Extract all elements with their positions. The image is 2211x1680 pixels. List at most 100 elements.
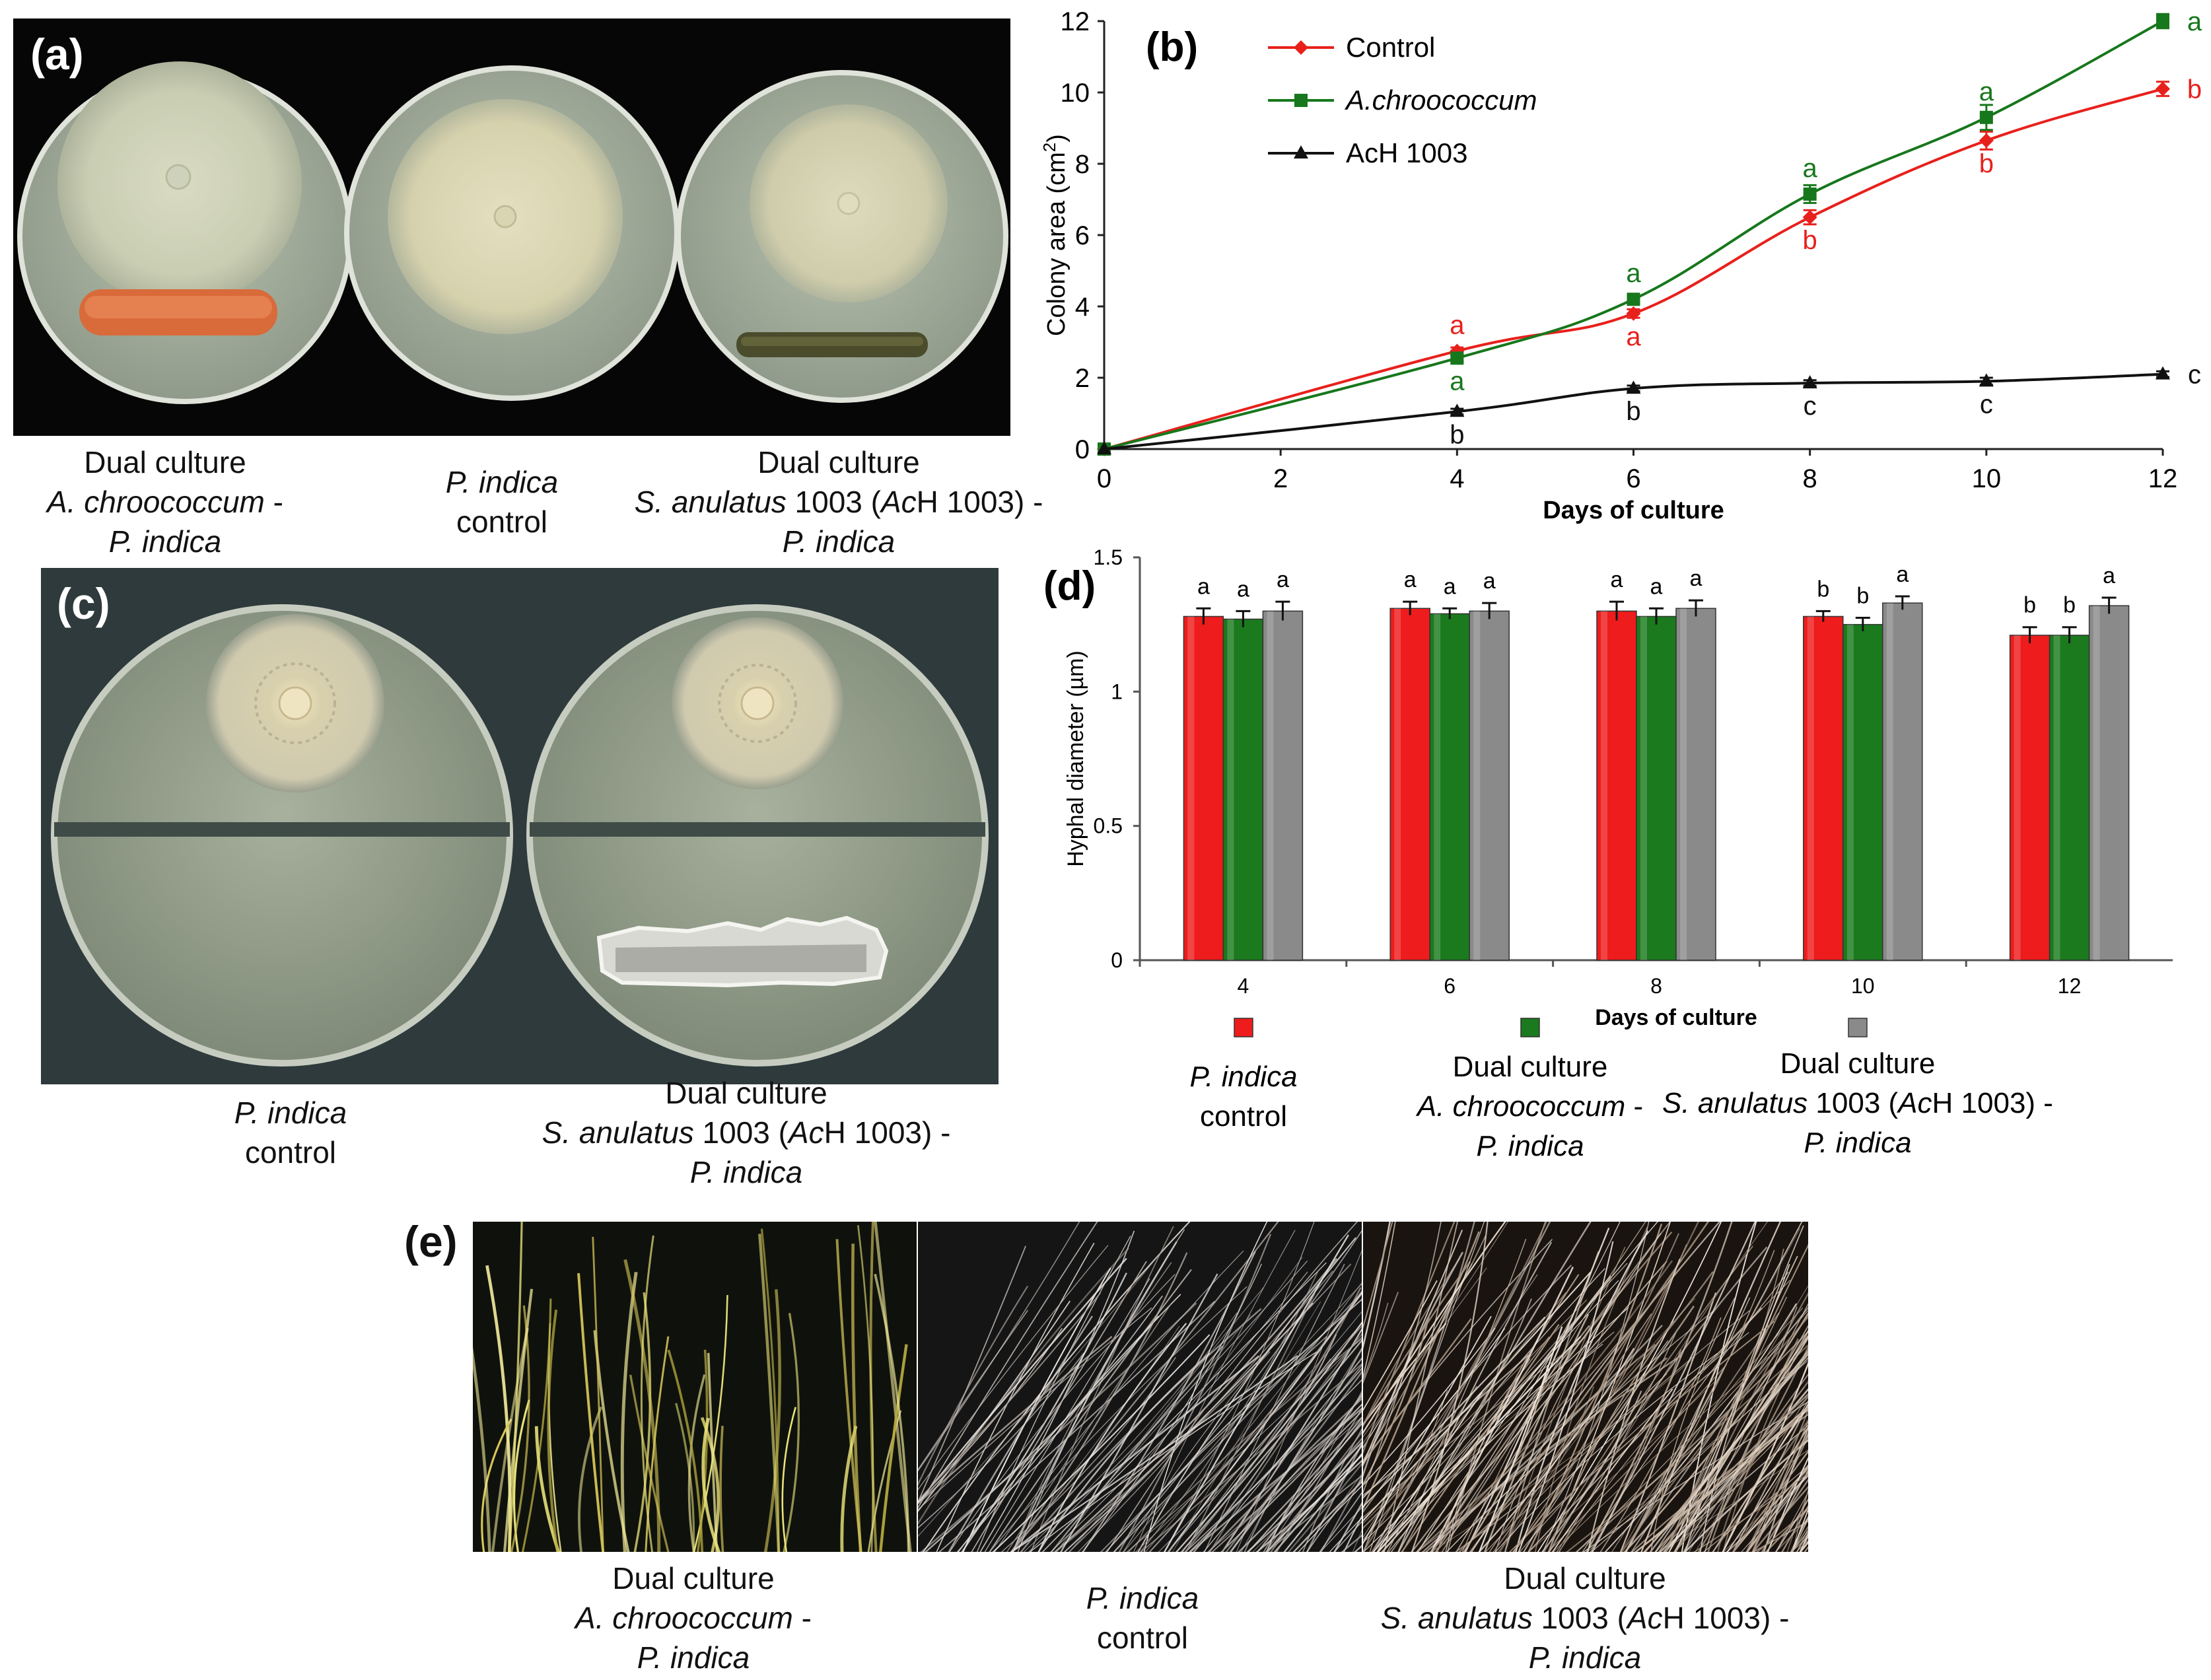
hypha-strand <box>1363 1315 1492 1545</box>
hypha-strand <box>1756 1508 1808 1552</box>
panel-a-caption-3: Dual culture S. anulatus 1003 (AcH 1003) … <box>608 442 1070 561</box>
hypha-strand <box>1586 1222 1733 1552</box>
y-tick-label: 1.5 <box>1094 548 1123 569</box>
hypha-strand <box>1363 1236 1487 1462</box>
significance-letter: a <box>2187 7 2202 36</box>
hypha-strand <box>1621 1315 1808 1552</box>
hypha-strand <box>1683 1439 1808 1552</box>
hypha-strand <box>1523 1340 1669 1552</box>
hypha-strand <box>1363 1222 1547 1552</box>
panel-e-caption-2-text: P. indica <box>1086 1581 1199 1615</box>
hypha-strand <box>1333 1502 1362 1552</box>
hypha-strand <box>1273 1444 1362 1552</box>
hypha-strand <box>918 1310 1029 1471</box>
panel-e-caption-1-text: P. indica <box>637 1640 750 1675</box>
x-tick-label: 6 <box>1626 464 1640 493</box>
hypha-strand <box>1037 1323 1187 1552</box>
hypha-strand <box>485 1265 512 1552</box>
hypha-strand <box>851 1243 862 1552</box>
hypha-strand <box>1746 1464 1808 1552</box>
bar-highlight <box>1394 608 1401 960</box>
bar <box>1843 623 1883 961</box>
hypha-strand <box>1082 1251 1256 1552</box>
hypha-strand <box>918 1249 1164 1537</box>
bar <box>1596 610 1637 961</box>
significance-letter: b <box>2063 593 2076 618</box>
hypha-strand <box>1699 1255 1798 1552</box>
panel-e-caption-3-text: 1003 ( <box>1532 1601 1627 1635</box>
hypha-strand <box>1244 1364 1362 1552</box>
hypha-strand <box>1575 1331 1808 1552</box>
hypha-strand <box>1252 1441 1362 1552</box>
bar-group: a <box>1222 577 1264 961</box>
significance-letter: a <box>1803 154 1818 183</box>
panel-e-caption-1-text: - <box>792 1601 812 1635</box>
y-tick-label: 0 <box>1075 435 1090 464</box>
significance-letter: a <box>1611 567 1623 592</box>
panel-a-caption-3-text: S. anulatus <box>634 485 787 519</box>
legend-label: A.chroococcum <box>1344 85 1537 116</box>
panel-a-caption-1: Dual culture A. chroococcum - P. indica <box>20 442 310 561</box>
hypha-strand <box>1363 1307 1629 1552</box>
bar <box>2088 605 2130 961</box>
hypha-strand <box>1373 1268 1605 1552</box>
hypha-strand <box>840 1425 858 1552</box>
hypha-strand <box>1528 1381 1716 1552</box>
bar-group: a <box>1675 566 1716 961</box>
panel-a-caption-1-text: P. indica <box>108 524 222 559</box>
significance-letter: b <box>2023 593 2036 618</box>
hypha-strand <box>1675 1409 1808 1552</box>
legend-entry: P. indica control <box>1189 1018 1298 1133</box>
hypha-strand <box>1010 1355 1259 1552</box>
panel-c-caption-2-text: Dual culture <box>665 1076 827 1110</box>
legend-label-part: S. anulatus <box>1662 1087 1807 1119</box>
hypha-strand <box>1363 1222 1509 1444</box>
hypha-strand <box>675 1403 695 1552</box>
panel-d: (d) 0 0.5 1 1.5 Hyphal diameter (µm) 4 a a a 6 a a a 8… <box>1030 545 2211 1182</box>
hypha-strand <box>1010 1325 1180 1552</box>
hypha-strand <box>1591 1222 1756 1552</box>
bar-group: a <box>1183 574 1224 961</box>
hypha-strand <box>592 1236 604 1552</box>
hypha-strand <box>949 1274 1176 1552</box>
hypha-strand <box>1733 1431 1808 1552</box>
hypha-strand <box>1469 1222 1710 1552</box>
panel-e-caption-3-line: Dual culture <box>1354 1558 1816 1598</box>
data-point <box>1097 441 1111 454</box>
hypha-strand <box>758 1234 781 1552</box>
significance-letter: b <box>1803 226 1817 255</box>
panel-e-caption-1-line: P. indica <box>548 1638 839 1677</box>
hypha-strand <box>1265 1454 1362 1552</box>
panel-e-caption-1-line: Dual culture <box>548 1558 839 1598</box>
hypha-strand <box>923 1222 1191 1552</box>
dish-a-center <box>344 65 680 401</box>
x-tick-label: 12 <box>2148 464 2178 493</box>
hypha-strand <box>1447 1222 1547 1552</box>
hypha-strand <box>1010 1355 1298 1552</box>
hypha-strand <box>1363 1327 1496 1487</box>
significance-letter: a <box>1483 569 1496 594</box>
hypha-strand <box>1378 1263 1628 1552</box>
x-tick-label: 10 <box>1972 464 2002 493</box>
hypha-strand <box>1745 1408 1808 1552</box>
hypha-strand <box>620 1271 638 1552</box>
x-axis-title: Days of culture <box>1595 1005 1757 1030</box>
legend-marker <box>1294 145 1308 158</box>
panel-d-label: (d) <box>1043 563 1096 609</box>
data-point <box>2156 15 2169 28</box>
hypha-strand <box>1369 1222 1485 1552</box>
panel-b-label: (b) <box>1146 24 1198 70</box>
panel-e-caption-3-line: S. anulatus 1003 (AcH 1003) - <box>1354 1598 1816 1638</box>
hypha-strand <box>1012 1262 1172 1552</box>
legend-entry: Dual culture S. anulatus 1003 (AcH 1003) … <box>1662 1018 2053 1159</box>
hypha-strand <box>1752 1486 1808 1552</box>
hypha-strand <box>1504 1246 1626 1552</box>
significance-letter: a <box>1690 566 1702 591</box>
hypha-strand <box>1775 1498 1808 1552</box>
panel-c-caption-2-text: S. anulatus <box>542 1115 694 1150</box>
significance-letter: a <box>2103 563 2115 588</box>
x-tick-label: 0 <box>1097 464 1111 493</box>
data-point <box>1803 187 1817 201</box>
hypha-strand <box>1478 1348 1635 1552</box>
